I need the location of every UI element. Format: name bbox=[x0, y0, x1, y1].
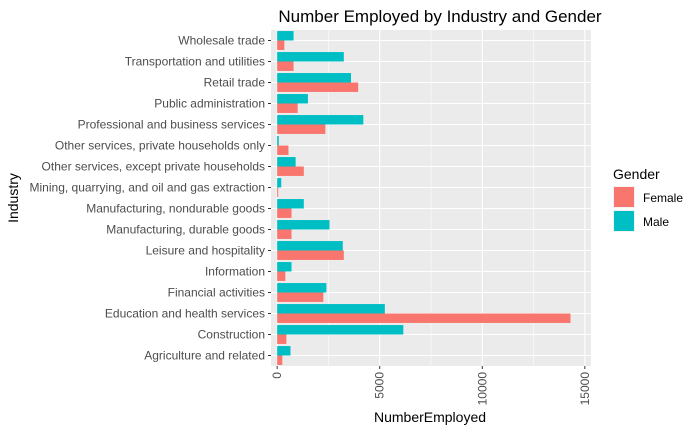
y-tick-label: Education and health services bbox=[105, 307, 265, 321]
x-axis-title: NumberEmployed bbox=[374, 409, 486, 425]
y-tick-label: Financial activities bbox=[168, 286, 265, 300]
bar-male bbox=[277, 262, 292, 272]
bar-male bbox=[277, 199, 304, 209]
bar-female bbox=[277, 187, 279, 197]
bar-male bbox=[277, 325, 404, 335]
bar-male bbox=[277, 73, 351, 83]
bar-female bbox=[277, 229, 292, 239]
bar-female bbox=[277, 82, 359, 92]
bar-male bbox=[277, 304, 385, 314]
y-tick-label: Transportation and utilities bbox=[125, 55, 265, 69]
y-tick-label: Construction bbox=[198, 328, 265, 342]
y-tick-label: Public administration bbox=[154, 97, 265, 111]
legend-key bbox=[614, 211, 634, 231]
chart-title: Number Employed by Industry and Gender bbox=[278, 7, 602, 26]
x-tick-label: 15000 bbox=[578, 372, 592, 406]
bar-female bbox=[277, 334, 287, 344]
legend-title: Gender bbox=[613, 166, 660, 182]
bar-male bbox=[277, 283, 327, 293]
y-axis-title: Industry bbox=[5, 173, 21, 223]
bar-male bbox=[277, 157, 296, 167]
y-tick-label: Retail trade bbox=[204, 76, 266, 90]
y-tick-label: Leisure and hospitality bbox=[146, 244, 265, 258]
y-tick-label: Other services, private households only bbox=[55, 139, 265, 153]
legend: Gender Female Male bbox=[613, 166, 683, 232]
bar-female bbox=[277, 124, 326, 134]
legend-label: Male bbox=[643, 215, 669, 229]
x-tick-label: 5000 bbox=[373, 372, 387, 399]
bar-female bbox=[277, 208, 292, 218]
bar-male bbox=[277, 178, 282, 188]
bar-female bbox=[277, 292, 324, 302]
bars bbox=[277, 31, 571, 365]
bar-male bbox=[277, 136, 279, 146]
bar-female bbox=[277, 103, 298, 113]
bar-female bbox=[277, 166, 304, 176]
bar-female bbox=[277, 40, 285, 50]
bar-male bbox=[277, 241, 343, 251]
bar-female bbox=[277, 61, 294, 71]
bar-male bbox=[277, 52, 344, 62]
legend-label: Female bbox=[643, 191, 683, 205]
bar-female bbox=[277, 145, 289, 155]
bar-male bbox=[277, 115, 364, 125]
bar-male bbox=[277, 220, 330, 230]
x-tick-label: 10000 bbox=[475, 372, 489, 406]
bar-female bbox=[277, 271, 286, 281]
y-tick-label: Professional and business services bbox=[78, 118, 265, 132]
bar-female bbox=[277, 313, 571, 323]
x-tick-label: 0 bbox=[270, 372, 284, 379]
bar-male bbox=[277, 346, 291, 356]
bar-male bbox=[277, 31, 294, 41]
y-tick-label: Other services, except private household… bbox=[42, 160, 265, 174]
y-tick-label: Agriculture and related bbox=[144, 349, 265, 363]
y-tick-label: Mining, quarrying, and oil and gas extra… bbox=[30, 181, 265, 195]
y-tick-label: Wholesale trade bbox=[178, 34, 265, 48]
y-axis: Agriculture and related Construction Educa… bbox=[30, 34, 271, 363]
x-axis: 0 5000 10000 15000 bbox=[270, 366, 592, 405]
bar-male bbox=[277, 94, 308, 104]
y-tick-label: Manufacturing, nondurable goods bbox=[86, 202, 265, 216]
legend-key bbox=[614, 187, 634, 207]
y-tick-label: Manufacturing, durable goods bbox=[106, 223, 265, 237]
bar-female bbox=[277, 250, 344, 260]
y-tick-label: Information bbox=[205, 265, 265, 279]
bar-female bbox=[277, 355, 283, 365]
